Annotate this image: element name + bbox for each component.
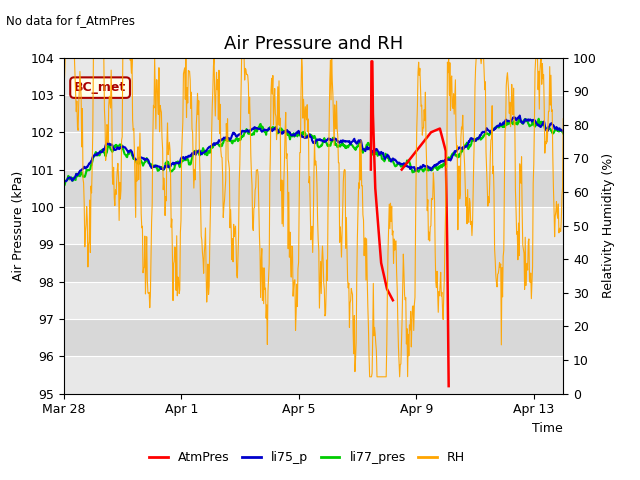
Title: Air Pressure and RH: Air Pressure and RH (224, 35, 403, 53)
Bar (64, 319, 563, 356)
Bar (64, 244, 563, 282)
Bar (64, 58, 563, 95)
Bar (64, 132, 563, 169)
Bar (64, 356, 563, 394)
X-axis label: Time: Time (532, 422, 563, 435)
Bar (64, 207, 563, 244)
Bar (64, 95, 563, 132)
Bar (64, 169, 563, 207)
Text: No data for f_AtmPres: No data for f_AtmPres (6, 14, 136, 27)
Y-axis label: Air Pressure (kPa): Air Pressure (kPa) (12, 170, 25, 281)
Y-axis label: Relativity Humidity (%): Relativity Humidity (%) (602, 153, 615, 298)
Text: BC_met: BC_met (74, 81, 126, 94)
Bar (64, 282, 563, 319)
Legend: AtmPres, li75_p, li77_pres, RH: AtmPres, li75_p, li77_pres, RH (145, 446, 470, 469)
